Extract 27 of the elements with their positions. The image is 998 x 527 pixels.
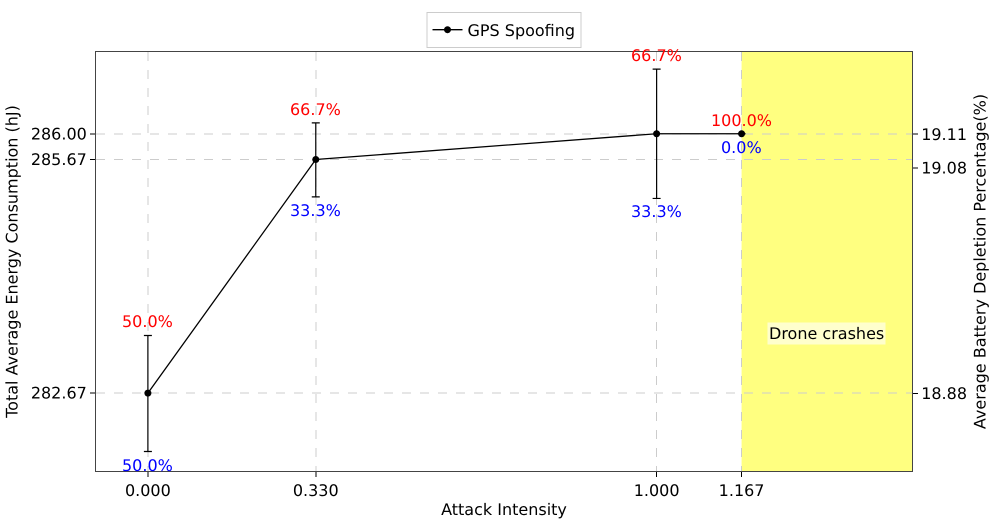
point	[738, 130, 746, 138]
annotation: 0.0%	[721, 138, 762, 157]
annotation: 33.3%	[631, 202, 682, 221]
y2-axis-title: Average Battery Depletion Percentage(%)	[970, 94, 990, 430]
y2-tick-label: 19.08	[921, 158, 968, 178]
y-tick-label: 285.67	[30, 150, 87, 170]
annotation: 50.0%	[122, 312, 173, 331]
x-tick-label: 1.000	[634, 481, 680, 500]
point	[144, 390, 152, 397]
x-tick-label: 1.167	[718, 481, 764, 500]
y2-tick-label: 18.88	[921, 384, 968, 403]
band-label: Drone crashes	[769, 324, 884, 343]
annotation: 66.7%	[631, 46, 682, 65]
x-tick-label: 0.000	[124, 481, 171, 500]
y-axis-title: Total Average Energy Consumption (hJ)	[2, 105, 22, 419]
annotation: 66.7%	[290, 100, 341, 119]
annotation: 100.0%	[711, 111, 772, 130]
y2-tick-label: 19.11	[921, 124, 968, 144]
annotation: 50.0%	[122, 456, 173, 475]
point	[312, 156, 320, 163]
y-tick-label: 282.67	[30, 384, 87, 403]
x-axis-title: Attack Intensity	[441, 500, 567, 519]
y-tick-label: 286.00	[30, 124, 87, 144]
point	[653, 130, 660, 138]
x-tick-label: 0.330	[292, 481, 339, 500]
legend-label: GPS Spoofing	[468, 20, 576, 40]
annotation: 33.3%	[290, 201, 341, 220]
